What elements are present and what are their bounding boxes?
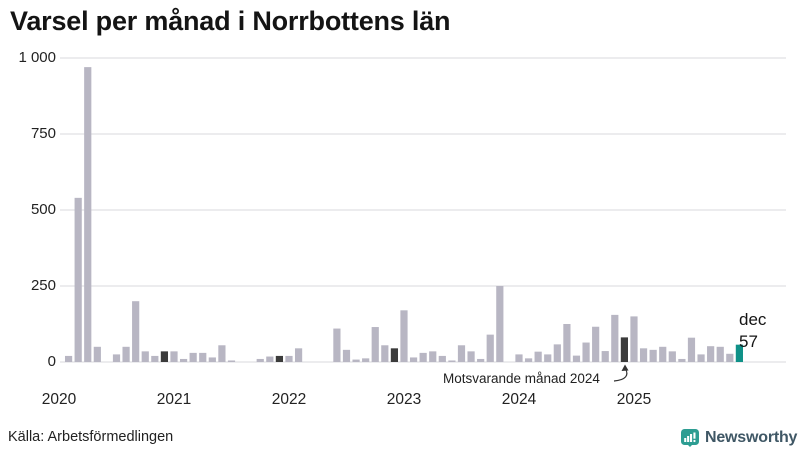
bar bbox=[218, 345, 226, 362]
bar bbox=[611, 314, 619, 362]
bar bbox=[84, 67, 92, 363]
bar bbox=[534, 351, 542, 362]
bar bbox=[122, 346, 130, 362]
bar bbox=[227, 360, 236, 362]
bar bbox=[726, 353, 734, 362]
bar bbox=[189, 352, 197, 362]
bar bbox=[572, 355, 581, 362]
bar bbox=[544, 354, 552, 362]
bar bbox=[630, 316, 638, 362]
y-tick-label: 750 bbox=[30, 125, 56, 142]
bar bbox=[697, 354, 705, 362]
bar bbox=[342, 349, 351, 362]
y-tick-label: 1 000 bbox=[18, 49, 56, 66]
bar bbox=[467, 351, 475, 362]
bar bbox=[208, 357, 216, 362]
x-tick-label: 2020 bbox=[41, 391, 77, 408]
bar bbox=[333, 328, 341, 362]
bar bbox=[390, 348, 399, 362]
bar bbox=[160, 351, 169, 362]
bar bbox=[429, 351, 437, 362]
gridlines bbox=[60, 57, 786, 363]
bar bbox=[371, 327, 379, 362]
current-value: 57 bbox=[739, 331, 758, 351]
annotation-text: Motsvarande månad 2024 bbox=[443, 371, 600, 386]
bar bbox=[563, 324, 571, 362]
bar bbox=[668, 351, 676, 362]
bar bbox=[438, 355, 446, 362]
y-tick-label: 0 bbox=[47, 353, 56, 370]
bar bbox=[448, 360, 456, 362]
bar bbox=[141, 351, 149, 362]
bar bbox=[400, 310, 408, 362]
bar bbox=[256, 358, 264, 362]
bar bbox=[524, 358, 533, 362]
x-tick-label: 2025 bbox=[616, 391, 652, 408]
current-month-label: dec bbox=[739, 310, 767, 329]
bar bbox=[64, 355, 73, 362]
bar bbox=[352, 359, 360, 362]
bar bbox=[582, 342, 590, 362]
bar bbox=[515, 354, 523, 362]
x-tick-label: 2024 bbox=[501, 391, 537, 408]
bar bbox=[275, 355, 284, 362]
chart-title: Varsel per månad i Norrbottens län bbox=[10, 6, 451, 36]
bar bbox=[112, 354, 121, 362]
x-tick-label: 2021 bbox=[156, 391, 192, 408]
newsworthy-logo-text: Newsworthy bbox=[705, 429, 798, 446]
x-tick-label: 2022 bbox=[271, 391, 307, 408]
bar bbox=[678, 358, 686, 362]
bar bbox=[132, 301, 140, 362]
y-tick-label: 250 bbox=[30, 277, 56, 294]
bar bbox=[496, 286, 504, 362]
bar bbox=[486, 334, 494, 362]
bar bbox=[735, 344, 743, 362]
annotation-arrow bbox=[613, 364, 629, 382]
bar bbox=[179, 358, 188, 362]
bar bbox=[457, 345, 466, 362]
bar bbox=[659, 346, 667, 362]
bar bbox=[553, 344, 561, 362]
newsworthy-logo-icon bbox=[681, 429, 699, 447]
current-value-label: dec 57 bbox=[739, 309, 766, 353]
bar bbox=[151, 355, 159, 362]
bar bbox=[716, 346, 724, 362]
bar bbox=[649, 349, 657, 362]
bar bbox=[285, 355, 293, 362]
bar bbox=[620, 337, 628, 362]
bar bbox=[266, 356, 274, 362]
bar bbox=[687, 337, 696, 362]
bar bbox=[93, 346, 101, 362]
bar bbox=[381, 345, 389, 362]
bar bbox=[592, 326, 600, 362]
bars bbox=[64, 67, 743, 363]
newsworthy-logo: Newsworthy bbox=[681, 428, 797, 448]
x-tick-label: 2023 bbox=[386, 391, 422, 408]
bar bbox=[707, 346, 715, 362]
source-text: Källa: Arbetsförmedlingen bbox=[8, 429, 174, 445]
bar bbox=[362, 358, 370, 362]
bar bbox=[601, 351, 609, 362]
bar bbox=[199, 352, 207, 362]
bar bbox=[419, 352, 427, 362]
y-tick-label: 500 bbox=[30, 201, 56, 218]
bar bbox=[639, 348, 648, 362]
bar bbox=[477, 358, 485, 362]
bar bbox=[409, 357, 418, 362]
bar bbox=[294, 348, 303, 362]
bar bbox=[74, 197, 82, 362]
bar bbox=[170, 351, 178, 362]
